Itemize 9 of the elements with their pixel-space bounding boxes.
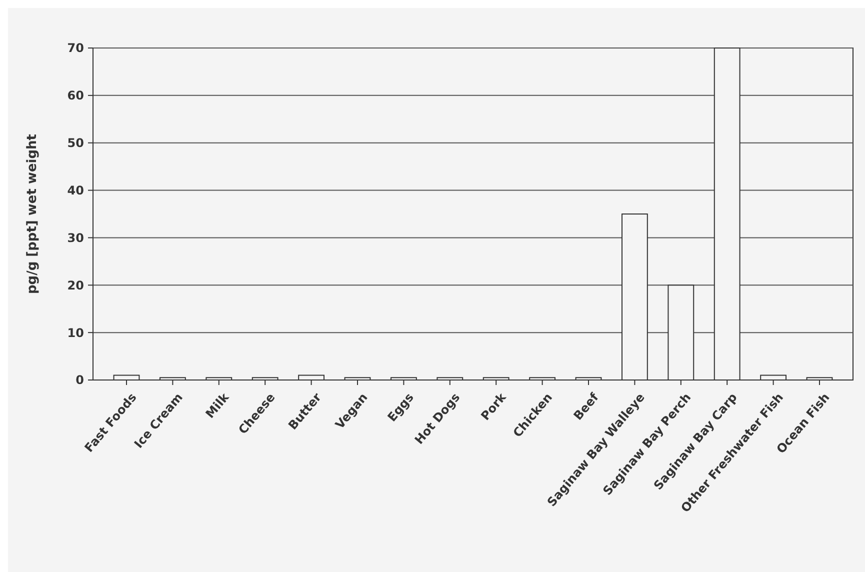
y-tick-label: 30 bbox=[67, 230, 84, 245]
y-tick-label: 60 bbox=[67, 88, 84, 103]
y-tick-label: 50 bbox=[67, 136, 84, 150]
y-axis-title: pg/g [ppt] wet weight bbox=[25, 134, 40, 294]
y-tick-label: 40 bbox=[67, 183, 84, 198]
y-tick-label: 70 bbox=[67, 41, 84, 56]
y-tick-label: 10 bbox=[67, 326, 84, 340]
y-tick-label: 0 bbox=[76, 373, 84, 388]
y-tick-label: 20 bbox=[67, 278, 84, 292]
